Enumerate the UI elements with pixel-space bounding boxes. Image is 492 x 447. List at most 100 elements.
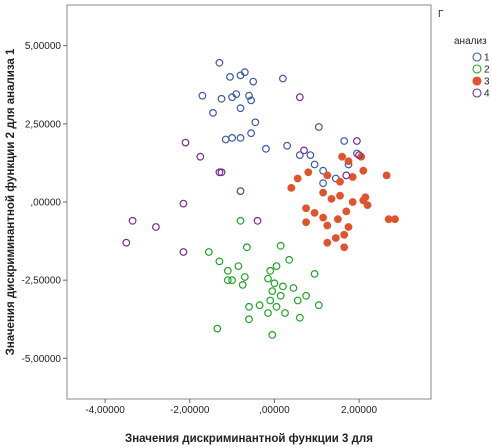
data-point-series-4	[128, 216, 137, 225]
data-point-series-3	[323, 238, 332, 247]
data-point-series-1	[319, 166, 328, 175]
data-point-series-2	[234, 262, 243, 271]
data-point-series-2	[236, 216, 245, 225]
legend-marker-4	[472, 88, 482, 98]
x-tick-label: -4,00000	[85, 405, 125, 416]
data-point-series-4	[353, 137, 361, 145]
data-point-series-1	[226, 72, 234, 81]
data-point-series-4	[300, 146, 308, 155]
data-point-series-3	[331, 234, 340, 242]
data-point-series-3	[302, 204, 311, 213]
data-point-series-3	[334, 215, 342, 224]
legend-title: анализ	[454, 36, 487, 47]
y-tick-label: ,00000	[30, 198, 61, 209]
data-point-series-2	[242, 243, 251, 252]
data-point-series-2	[215, 257, 224, 266]
data-point-series-4	[181, 138, 190, 147]
data-point-series-3	[361, 193, 370, 202]
data-point-series-4	[151, 223, 160, 231]
data-point-series-1	[217, 94, 226, 103]
data-point-series-4	[179, 248, 188, 256]
data-point-series-3	[293, 174, 302, 183]
data-point-series-1	[249, 77, 258, 86]
data-point-series-2	[255, 301, 264, 310]
data-point-series-2	[245, 315, 253, 324]
data-point-series-1	[236, 104, 245, 113]
data-point-series-2	[276, 241, 285, 250]
data-point-series-1	[240, 68, 249, 77]
data-point-series-3	[304, 168, 313, 177]
data-point-series-3	[348, 198, 357, 206]
data-point-series-2	[272, 262, 281, 271]
data-point-series-2	[266, 266, 275, 275]
legend-label-3: 3	[484, 77, 490, 88]
data-point-series-1	[209, 108, 217, 117]
legend-title-top: Г	[438, 9, 444, 20]
x-tick-label: -2,00000	[170, 405, 210, 416]
data-point-series-2	[295, 313, 304, 322]
data-point-series-2	[285, 255, 294, 264]
data-point-series-3	[340, 243, 349, 252]
data-point-series-4	[217, 168, 226, 177]
data-points	[122, 58, 399, 339]
data-point-series-1	[245, 91, 253, 100]
data-point-series-3	[359, 166, 368, 175]
data-point-series-3	[323, 171, 332, 180]
data-point-series-2	[223, 266, 232, 275]
data-point-series-2	[293, 296, 302, 305]
legend-label-2: 2	[484, 65, 490, 76]
data-point-series-1	[247, 129, 256, 138]
plot-area	[66, 4, 432, 400]
legend-marker-2	[472, 64, 482, 74]
data-point-series-1	[198, 91, 207, 100]
data-point-series-2	[268, 287, 277, 296]
data-point-series-4	[122, 238, 131, 247]
y-axis: 5,00000 2,50000 ,00000 -2,50000 -5,00000	[22, 41, 67, 365]
x-axis-title: Значения дискриминантной функции 3 для	[125, 433, 373, 445]
data-point-series-1	[310, 160, 319, 169]
data-point-series-1	[340, 137, 349, 145]
y-tick-label: -2,50000	[22, 276, 62, 287]
data-point-series-3	[384, 215, 393, 224]
y-tick-label: 2,50000	[25, 119, 62, 130]
data-point-series-3	[342, 207, 351, 216]
data-point-series-2	[310, 270, 319, 278]
data-point-series-3	[338, 152, 347, 161]
legend-label-1: 1	[484, 53, 490, 64]
data-point-series-2	[240, 273, 249, 281]
data-point-series-1	[279, 74, 287, 83]
data-point-series-1	[236, 133, 245, 142]
data-point-series-4	[215, 168, 224, 177]
data-point-series-2	[289, 284, 298, 292]
data-point-series-1	[251, 118, 260, 127]
data-point-series-3	[336, 191, 344, 200]
data-point-series-4	[355, 151, 363, 160]
data-point-series-3	[319, 188, 328, 197]
data-point-series-2	[223, 276, 232, 285]
legend-marker-3	[472, 76, 482, 86]
data-point-series-3	[323, 221, 332, 230]
data-point-series-1	[247, 96, 256, 105]
legend-marker-1	[472, 52, 482, 62]
legend-label-4: 4	[484, 89, 490, 100]
data-point-series-3	[287, 183, 296, 192]
data-point-series-3	[344, 223, 353, 231]
data-point-series-3	[340, 230, 349, 239]
data-point-series-4	[196, 152, 205, 161]
data-point-series-3	[348, 173, 357, 181]
data-point-series-1	[314, 123, 323, 131]
data-point-series-2	[302, 291, 311, 300]
data-point-series-2	[238, 281, 247, 289]
data-point-series-2	[266, 296, 275, 305]
data-point-series-3	[391, 215, 399, 224]
data-point-series-4	[253, 216, 262, 225]
data-point-series-1	[215, 58, 224, 67]
data-point-series-1	[228, 133, 237, 142]
data-point-series-2	[314, 301, 323, 310]
data-point-series-1	[283, 141, 292, 150]
data-point-series-4	[342, 171, 351, 180]
data-point-series-1	[319, 179, 328, 188]
data-point-series-2	[270, 279, 279, 288]
